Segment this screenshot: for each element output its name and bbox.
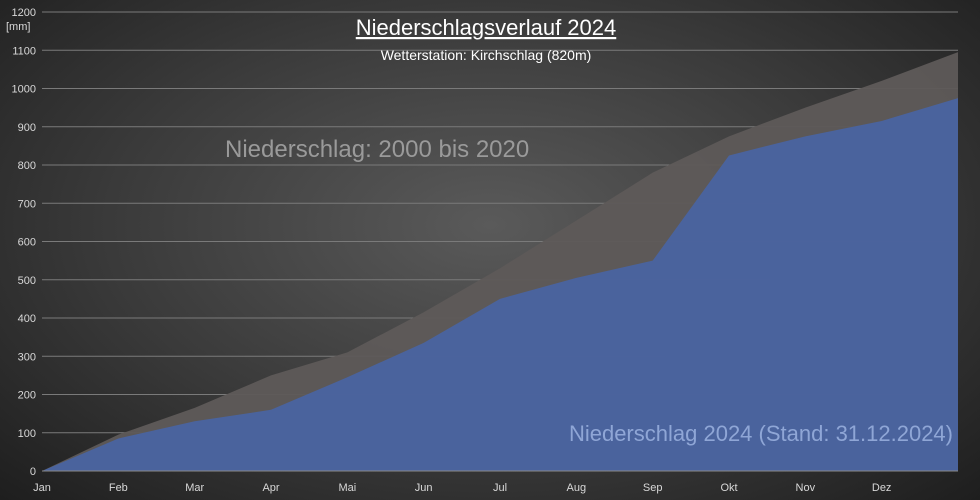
y-tick-label: 500: [18, 275, 36, 287]
chart-subtitle: Wetterstation: Kirchschlag (820m): [381, 47, 592, 63]
y-tick-label: 400: [18, 313, 36, 325]
x-tick-label: Jan: [33, 482, 51, 494]
y-tick-label: 100: [18, 428, 36, 440]
y-axis-unit: [mm]: [6, 21, 30, 33]
x-tick-label: Okt: [720, 482, 737, 494]
x-tick-label: Mar: [185, 482, 204, 494]
y-tick-label: 1100: [12, 45, 36, 57]
y-tick-label: 900: [18, 122, 36, 134]
y-tick-label: 200: [18, 390, 36, 402]
x-tick-label: Aug: [567, 482, 587, 494]
x-tick-label: Jun: [415, 482, 433, 494]
x-tick-label: Dez: [872, 482, 892, 494]
y-axis-ticks: 0 100 200 300 400 500 600 700 800 900 1000 1100 1200: [12, 7, 36, 478]
y-tick-label: 1000: [12, 84, 36, 96]
y-tick-label: 600: [18, 237, 36, 249]
x-tick-label: Nov: [796, 482, 816, 494]
series-areas: [42, 52, 958, 472]
x-tick-label: Jul: [493, 482, 507, 494]
x-axis-ticks: Jan Feb Mar Apr Mai Jun Jul Aug Sep Okt Nov Dez: [33, 482, 891, 494]
y-tick-label: 300: [18, 351, 36, 363]
x-tick-label: Feb: [109, 482, 128, 494]
series-label-average: Niederschlag: 2000 bis 2020: [225, 136, 529, 163]
y-tick-label: 0: [30, 466, 36, 478]
x-tick-label: Apr: [262, 482, 279, 494]
chart-title: Niederschlagsverlauf 2024: [356, 15, 617, 40]
y-tick-label: 800: [18, 160, 36, 172]
series-label-2024: Niederschlag 2024 (Stand: 31.12.2024): [569, 421, 953, 446]
series-area-1: [42, 98, 958, 471]
x-tick-label: Sep: [643, 482, 663, 494]
x-tick-label: Mai: [338, 482, 356, 494]
y-tick-label: 700: [18, 198, 36, 210]
y-tick-label: 1200: [12, 7, 36, 19]
